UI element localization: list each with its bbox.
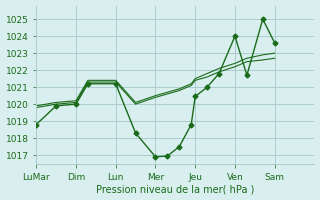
X-axis label: Pression niveau de la mer( hPa ): Pression niveau de la mer( hPa ) [96,184,254,194]
